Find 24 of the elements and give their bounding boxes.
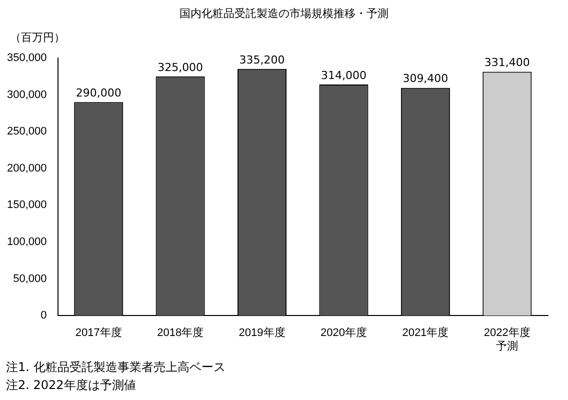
y-axis-title: （百万円）: [10, 30, 65, 45]
y-tick-label: 250,000: [6, 126, 47, 138]
y-tick-label: 200,000: [6, 162, 47, 174]
x-tick-label: 2018年度: [157, 326, 204, 340]
chart-title: 国内化粧品受託製造の市場規模推移・予測: [178, 6, 390, 21]
data-label: 331,400: [484, 56, 530, 70]
y-tick-label: 150,000: [6, 199, 47, 212]
data-label: 325,000: [158, 60, 204, 74]
x-tick-label: 2019年度: [238, 326, 286, 340]
x-tick-label: 2017年度: [75, 326, 122, 340]
y-tick-label: 350,000: [6, 52, 47, 64]
y-tick-label: 100,000: [6, 236, 47, 248]
x-tick-label: 2022年度予測: [484, 326, 530, 352]
y-tick-label: 50,000: [13, 272, 47, 285]
data-label: 290,000: [76, 86, 122, 100]
data-label: 309,400: [402, 72, 448, 86]
text: 注2. 2022年度は予測値: [6, 377, 137, 394]
x-tick-label: 2021年度: [402, 326, 449, 340]
data-label: 335,200: [239, 53, 285, 66]
x-tick-label: 2020年度: [320, 326, 367, 340]
data-label: 314,000: [320, 68, 366, 82]
y-tick-label: 300,000: [6, 88, 47, 101]
y-tick-label: 0: [40, 310, 47, 322]
text: 注1. 化粧品受託製造事業者売上高ベース: [6, 359, 226, 376]
